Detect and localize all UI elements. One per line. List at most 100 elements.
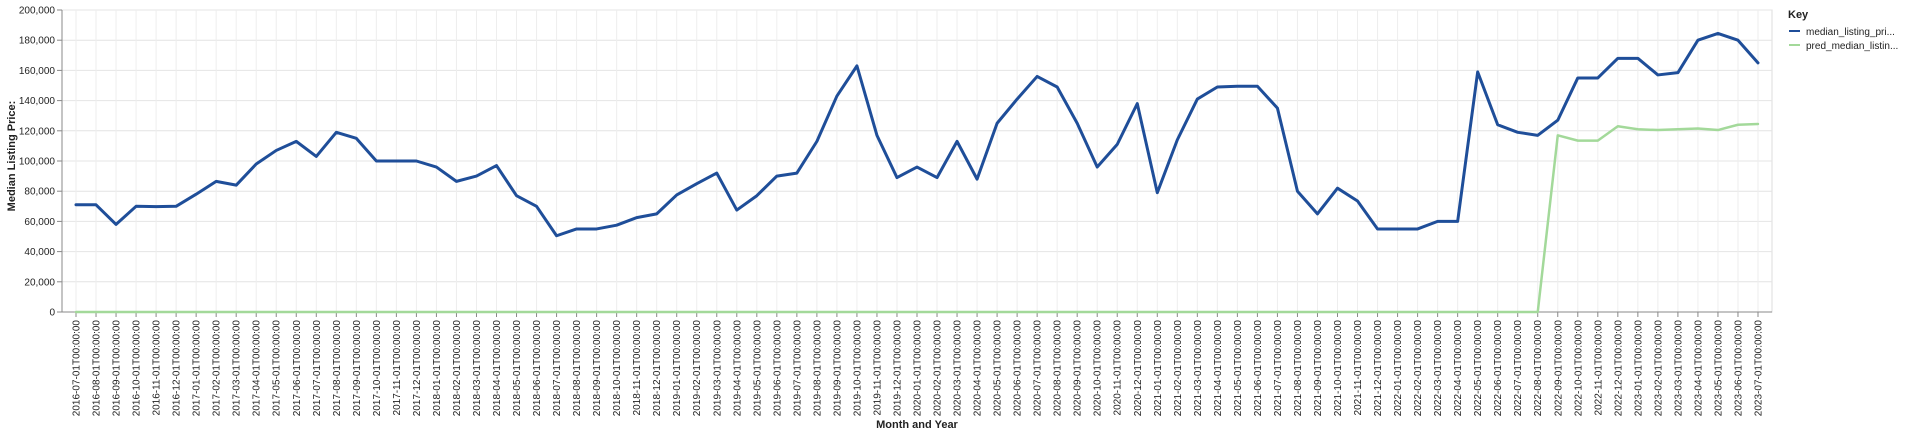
x-tick-label: 2016-07-01T00:00:00 bbox=[72, 320, 83, 417]
x-tick-label: 2022-11-01T00:00:00 bbox=[1593, 320, 1604, 416]
x-tick-label: 2020-02-01T00:00:00 bbox=[933, 320, 944, 417]
x-tick-label: 2019-08-01T00:00:00 bbox=[812, 320, 823, 417]
x-tick-label: 2023-03-01T00:00:00 bbox=[1673, 320, 1684, 417]
y-tick-label: 60,000 bbox=[24, 217, 55, 228]
x-tick-label: 2022-08-01T00:00:00 bbox=[1533, 320, 1544, 417]
x-tick-label: 2018-11-01T00:00:00 bbox=[632, 320, 643, 416]
x-tick-label: 2020-12-01T00:00:00 bbox=[1133, 320, 1144, 417]
x-tick-label: 2022-06-01T00:00:00 bbox=[1493, 320, 1504, 417]
x-tick-label: 2019-06-01T00:00:00 bbox=[772, 320, 783, 417]
x-tick-label: 2020-01-01T00:00:00 bbox=[913, 320, 924, 417]
x-tick-label: 2021-10-01T00:00:00 bbox=[1333, 320, 1344, 417]
y-tick-label: 180,000 bbox=[19, 36, 56, 47]
x-tick-label: 2021-11-01T00:00:00 bbox=[1353, 320, 1364, 416]
x-tick-label: 2017-03-01T00:00:00 bbox=[232, 320, 243, 417]
y-tick-label: 200,000 bbox=[19, 6, 56, 17]
x-tick-label: 2017-07-01T00:00:00 bbox=[312, 320, 323, 417]
x-tick-label: 2022-02-01T00:00:00 bbox=[1413, 320, 1424, 417]
y-tick-label: 160,000 bbox=[19, 66, 56, 77]
x-tick-label: 2018-12-01T00:00:00 bbox=[652, 320, 663, 417]
x-tick-label: 2022-03-01T00:00:00 bbox=[1433, 320, 1444, 417]
x-tick-label: 2018-06-01T00:00:00 bbox=[532, 320, 543, 417]
x-tick-label: 2020-06-01T00:00:00 bbox=[1013, 320, 1024, 417]
x-tick-label: 2017-11-01T00:00:00 bbox=[392, 320, 403, 416]
x-tick-label: 2019-09-01T00:00:00 bbox=[832, 320, 843, 417]
x-tick-label: 2023-02-01T00:00:00 bbox=[1653, 320, 1664, 417]
x-tick-label: 2020-11-01T00:00:00 bbox=[1113, 320, 1124, 416]
legend-label-pred-median-listing-price: pred_median_listin... bbox=[1806, 41, 1898, 52]
x-tick-label: 2021-07-01T00:00:00 bbox=[1273, 320, 1284, 417]
x-tick-label: 2018-09-01T00:00:00 bbox=[592, 320, 603, 417]
x-tick-label: 2019-10-01T00:00:00 bbox=[852, 320, 863, 417]
x-tick-label: 2019-07-01T00:00:00 bbox=[792, 320, 803, 417]
x-tick-label: 2016-11-01T00:00:00 bbox=[152, 320, 163, 416]
x-tick-label: 2021-04-01T00:00:00 bbox=[1213, 320, 1224, 417]
x-tick-label: 2020-03-01T00:00:00 bbox=[953, 320, 964, 417]
x-tick-label: 2017-04-01T00:00:00 bbox=[252, 320, 263, 417]
x-tick-label: 2020-10-01T00:00:00 bbox=[1093, 320, 1104, 417]
x-tick-label: 2021-02-01T00:00:00 bbox=[1173, 320, 1184, 417]
x-tick-label: 2019-03-01T00:00:00 bbox=[712, 320, 723, 417]
x-tick-label: 2017-09-01T00:00:00 bbox=[352, 320, 363, 417]
x-tick-label: 2018-03-01T00:00:00 bbox=[472, 320, 483, 417]
x-tick-label: 2017-12-01T00:00:00 bbox=[412, 320, 423, 417]
y-tick-label: 40,000 bbox=[24, 247, 55, 258]
x-tick-label: 2017-02-01T00:00:00 bbox=[212, 320, 223, 417]
x-tick-label: 2021-09-01T00:00:00 bbox=[1313, 320, 1324, 417]
x-tick-label: 2018-07-01T00:00:00 bbox=[552, 320, 563, 417]
x-tick-label: 2022-12-01T00:00:00 bbox=[1613, 320, 1624, 417]
x-tick-label: 2022-01-01T00:00:00 bbox=[1393, 320, 1404, 417]
x-tick-label: 2018-01-01T00:00:00 bbox=[432, 320, 443, 417]
legend: Key median_listing_pri... pred_median_li… bbox=[1788, 9, 1898, 52]
y-tick-label: 100,000 bbox=[19, 157, 56, 168]
x-tick-label: 2021-05-01T00:00:00 bbox=[1233, 320, 1244, 417]
legend-title: Key bbox=[1788, 9, 1809, 21]
series-lines bbox=[74, 31, 1760, 314]
x-tick-label: 2018-04-01T00:00:00 bbox=[492, 320, 503, 417]
x-tick-label: 2023-04-01T00:00:00 bbox=[1693, 320, 1704, 417]
x-tick-label: 2021-01-01T00:00:00 bbox=[1153, 320, 1164, 417]
x-tick-label: 2017-08-01T00:00:00 bbox=[332, 320, 343, 417]
pred-median-listing-price-line bbox=[74, 122, 1760, 314]
axes: 0 20,000 40,000 60,000 80,000 100,000 120,000 1… bbox=[19, 6, 1772, 417]
x-tick-label: 2022-04-01T00:00:00 bbox=[1453, 320, 1464, 417]
x-tick-label: 2018-08-01T00:00:00 bbox=[572, 320, 583, 417]
y-tick-label: 120,000 bbox=[19, 126, 56, 137]
y-tick-label: 80,000 bbox=[24, 187, 55, 198]
x-axis-title: Month and Year bbox=[876, 419, 958, 431]
y-tick-label: 140,000 bbox=[19, 96, 56, 107]
x-tick-label: 2017-10-01T00:00:00 bbox=[372, 320, 383, 417]
x-tick-label: 2019-11-01T00:00:00 bbox=[872, 320, 883, 416]
x-tick-label: 2022-10-01T00:00:00 bbox=[1573, 320, 1584, 417]
median-listing-price-line bbox=[74, 31, 1760, 238]
x-tick-label: 2020-08-01T00:00:00 bbox=[1053, 320, 1064, 417]
x-tick-label: 2021-06-01T00:00:00 bbox=[1253, 320, 1264, 417]
x-tick-label: 2023-01-01T00:00:00 bbox=[1633, 320, 1644, 417]
x-tick-label: 2017-01-01T00:00:00 bbox=[192, 320, 203, 417]
x-tick-label: 2021-12-01T00:00:00 bbox=[1373, 320, 1384, 417]
x-tick-label: 2022-05-01T00:00:00 bbox=[1473, 320, 1484, 417]
x-tick-label: 2019-01-01T00:00:00 bbox=[672, 320, 683, 417]
x-tick-label: 2016-09-01T00:00:00 bbox=[112, 320, 123, 417]
x-tick-label: 2019-04-01T00:00:00 bbox=[732, 320, 743, 417]
x-tick-label: 2018-05-01T00:00:00 bbox=[512, 320, 523, 417]
x-tick-label: 2017-06-01T00:00:00 bbox=[292, 320, 303, 417]
x-tick-label: 2020-07-01T00:00:00 bbox=[1033, 320, 1044, 417]
y-axis-title: Median Listing Price: bbox=[6, 101, 18, 212]
x-tick-label: 2019-12-01T00:00:00 bbox=[892, 320, 903, 417]
x-tick-label: 2017-05-01T00:00:00 bbox=[272, 320, 283, 417]
x-tick-label: 2016-10-01T00:00:00 bbox=[132, 320, 143, 417]
x-tick-label: 2020-09-01T00:00:00 bbox=[1073, 320, 1084, 417]
y-tick-label: 20,000 bbox=[24, 277, 55, 288]
x-tick-label: 2016-08-01T00:00:00 bbox=[92, 320, 103, 417]
x-tick-label: 2020-04-01T00:00:00 bbox=[973, 320, 984, 417]
x-tick-label: 2018-10-01T00:00:00 bbox=[612, 320, 623, 417]
legend-label-median-listing-price: median_listing_pri... bbox=[1806, 27, 1895, 38]
x-tick-label: 2019-02-01T00:00:00 bbox=[692, 320, 703, 417]
x-tick-label: 2023-06-01T00:00:00 bbox=[1733, 320, 1744, 417]
x-tick-label: 2019-05-01T00:00:00 bbox=[752, 320, 763, 417]
x-tick-label: 2022-07-01T00:00:00 bbox=[1513, 320, 1524, 417]
x-tick-label: 2021-08-01T00:00:00 bbox=[1293, 320, 1304, 417]
